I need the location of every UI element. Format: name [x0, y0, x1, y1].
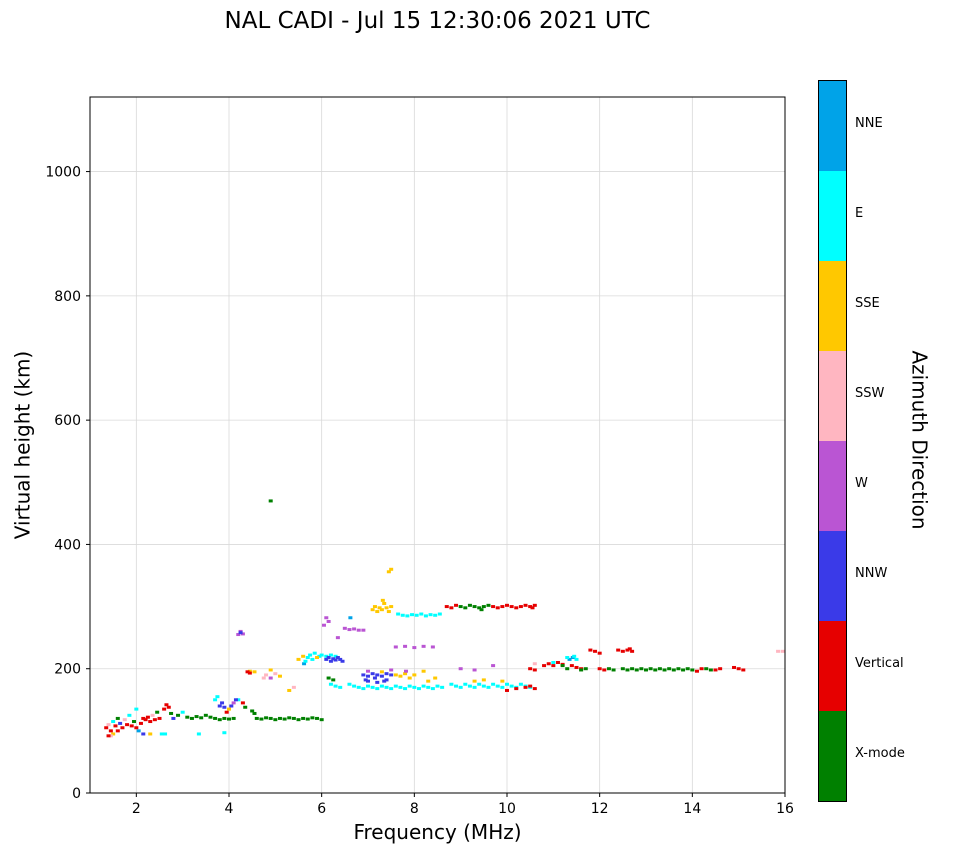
- series-nnw: [118, 631, 394, 736]
- x-tick-labels: 2 4 6 8 10 12 14 16: [132, 793, 794, 817]
- x-axis-label: Frequency (MHz): [353, 820, 522, 844]
- colorbar-segment-nnw: [819, 531, 846, 621]
- svg-text:0: 0: [72, 786, 81, 802]
- svg-text:16: 16: [776, 801, 794, 817]
- series-x-mode: [115, 499, 713, 724]
- svg-text:800: 800: [54, 289, 81, 305]
- series-w: [231, 616, 496, 705]
- svg-text:2: 2: [132, 801, 141, 817]
- colorbar-segment-e: [819, 171, 846, 261]
- data-points: [104, 499, 785, 738]
- series-ssw: [106, 649, 785, 738]
- svg-text:6: 6: [317, 801, 326, 817]
- colorbar-title-text: Azimuth Direction: [908, 350, 932, 530]
- colorbar-label-sse: SSE: [855, 296, 880, 311]
- colorbar-segment-w: [819, 441, 846, 531]
- chart-title: NAL CADI - Jul 15 12:30:06 2021 UTC: [224, 8, 651, 34]
- svg-text:8: 8: [410, 801, 419, 817]
- series-nne: [136, 616, 575, 733]
- svg-text:4: 4: [225, 801, 234, 817]
- colorbar-title: Azimuth Direction: [890, 80, 950, 800]
- svg-text:10: 10: [498, 801, 516, 817]
- plot-border: [89, 96, 786, 794]
- colorbar-segment-x-mode: [819, 711, 846, 801]
- colorbar-segment-ssw: [819, 351, 846, 441]
- svg-text:600: 600: [54, 413, 81, 429]
- svg-text:14: 14: [683, 801, 701, 817]
- colorbar-segment-vertical: [819, 621, 846, 711]
- colorbar-segment-nne: [819, 81, 846, 171]
- svg-text:12: 12: [591, 801, 609, 817]
- colorbar-label-nnw: NNW: [855, 566, 888, 581]
- y-tick-labels: 0 200 400 600 800 1000: [45, 165, 90, 802]
- colorbar-segment-sse: [819, 261, 846, 351]
- colorbar-label-x-mode: X-mode: [855, 746, 905, 761]
- grid-lines: [90, 97, 786, 793]
- colorbar: [818, 80, 847, 802]
- svg-text:200: 200: [54, 662, 81, 678]
- colorbar-label-e: E: [855, 206, 864, 221]
- colorbar-label-w: W: [855, 476, 868, 491]
- series-sse: [111, 567, 505, 736]
- svg-text:1000: 1000: [45, 165, 81, 181]
- colorbar-label-vertical: Vertical: [855, 656, 904, 671]
- series-e: [111, 612, 579, 736]
- svg-text:400: 400: [54, 537, 81, 553]
- colorbar-label-nne: NNE: [855, 116, 883, 131]
- colorbar-label-ssw: SSW: [855, 386, 885, 401]
